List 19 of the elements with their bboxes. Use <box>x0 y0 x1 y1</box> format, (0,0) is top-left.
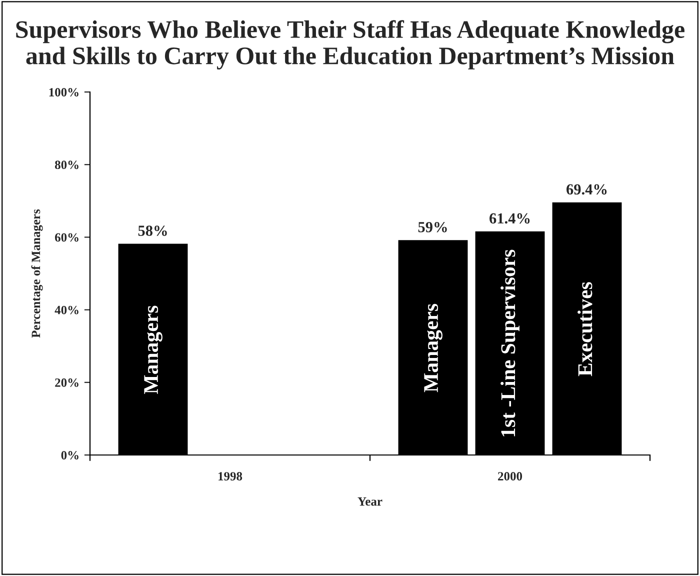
y-tick-label: 40% <box>54 306 78 314</box>
series-label: 1st -Line Supervisors <box>500 250 520 436</box>
series-label: Executives <box>578 282 592 376</box>
y-tick-label: 20% <box>55 378 78 387</box>
data-label: 69.4% <box>566 184 607 195</box>
y-tick-label: 0% <box>61 451 78 460</box>
text: Managers <box>144 306 162 394</box>
x-tick-label: 1998 <box>218 472 242 480</box>
x-tick-label: 2000 <box>498 472 522 480</box>
data-label: 59% <box>418 222 447 232</box>
x-axis-title: Year <box>358 497 382 506</box>
y-tick-label: 100% <box>49 88 78 96</box>
series-label: Managers <box>424 304 442 392</box>
y-axis-title: Percentage of Managers <box>31 209 43 338</box>
y-tick-label: 60% <box>55 233 78 242</box>
y-tick-label: 80% <box>55 160 78 170</box>
data-label: 58% <box>138 226 167 236</box>
chart-title: Supervisors Who Believe Their Staff Has Adequate Knowledge and Skills to Carry Out the Education Department’s Mission <box>16 20 684 70</box>
data-label: 61.4% <box>490 213 530 224</box>
